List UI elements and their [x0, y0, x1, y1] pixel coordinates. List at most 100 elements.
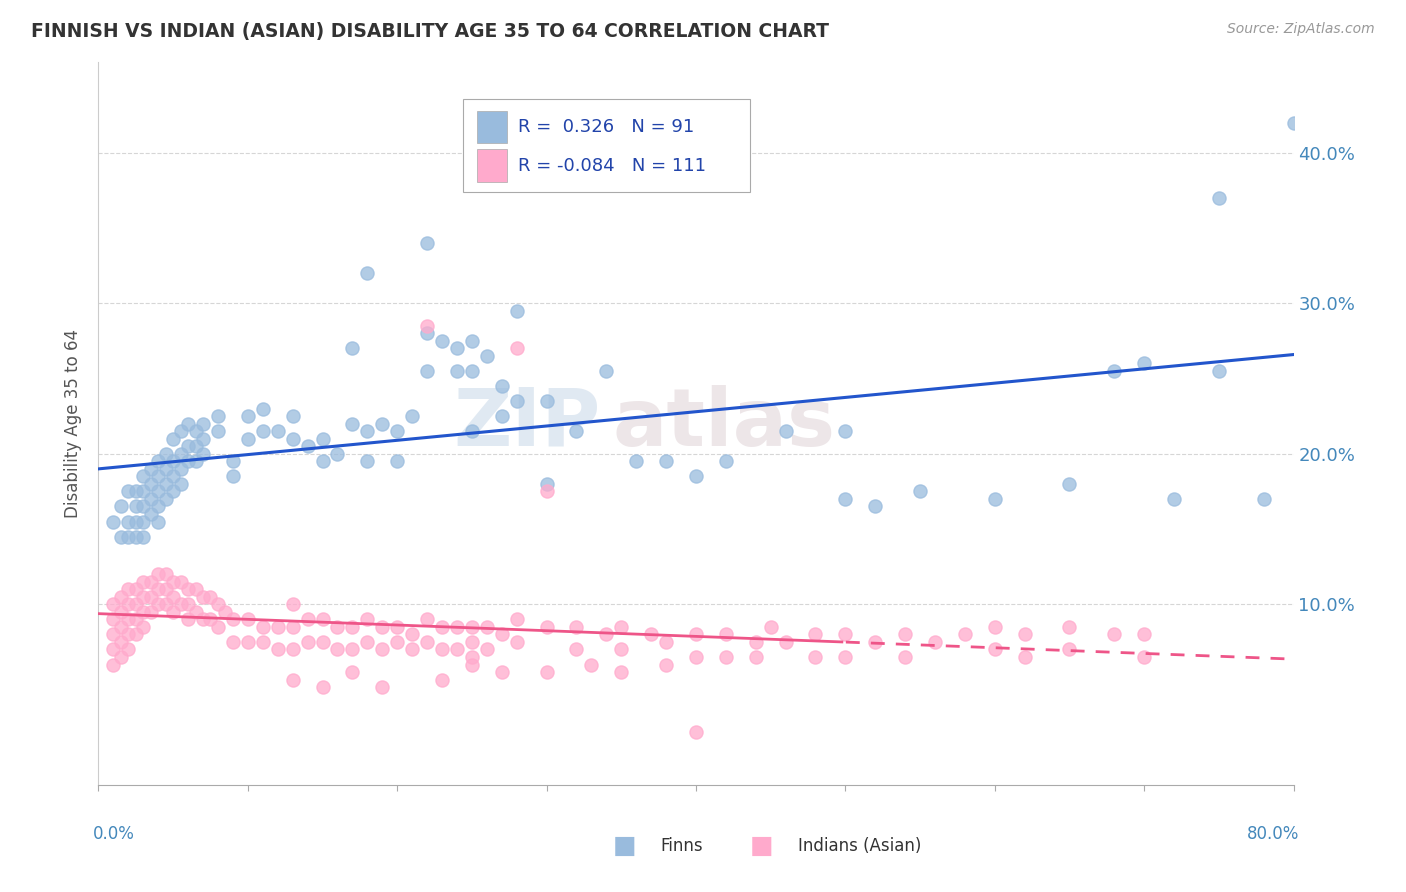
Point	[416, 235, 439, 250]
Point	[125, 515, 148, 529]
Point	[184, 605, 207, 619]
Point	[491, 379, 513, 393]
Point	[1104, 364, 1126, 378]
Point	[162, 590, 184, 604]
Point	[110, 635, 132, 649]
Point	[311, 454, 333, 468]
Point	[430, 673, 453, 687]
Point	[401, 627, 423, 641]
Point	[865, 635, 887, 649]
Point	[267, 424, 290, 438]
Point	[177, 612, 200, 626]
Point	[834, 491, 856, 506]
Point	[491, 409, 513, 424]
Text: 80.0%: 80.0%	[1247, 825, 1299, 843]
Point	[401, 409, 423, 424]
Point	[446, 642, 468, 657]
Point	[125, 530, 148, 544]
Point	[595, 627, 617, 641]
Point	[1208, 364, 1230, 378]
Point	[103, 627, 125, 641]
Point	[184, 424, 207, 438]
Point	[177, 417, 200, 431]
Point	[894, 650, 917, 665]
Point	[714, 650, 737, 665]
Point	[125, 612, 148, 626]
Point	[222, 454, 245, 468]
Point	[207, 424, 229, 438]
Point	[1133, 627, 1156, 641]
Point	[1014, 650, 1036, 665]
Point	[446, 342, 468, 356]
Point	[162, 605, 184, 619]
Point	[236, 432, 259, 446]
Point	[685, 627, 707, 641]
Point	[356, 454, 378, 468]
Point	[461, 334, 484, 348]
Point	[491, 627, 513, 641]
Point	[117, 530, 139, 544]
Point	[401, 642, 423, 657]
Point	[908, 484, 931, 499]
Text: Finns: Finns	[661, 838, 703, 855]
Text: ■: ■	[613, 834, 636, 858]
Point	[117, 598, 139, 612]
Point	[385, 635, 409, 649]
Point	[506, 303, 529, 318]
Point	[148, 500, 170, 514]
Point	[430, 642, 453, 657]
Point	[416, 364, 439, 378]
Point	[326, 620, 349, 634]
Point	[169, 424, 191, 438]
Point	[685, 469, 707, 483]
Point	[222, 612, 245, 626]
Point	[430, 620, 453, 634]
Point	[169, 462, 191, 476]
Point	[506, 342, 529, 356]
Point	[371, 417, 394, 431]
Point	[342, 665, 364, 679]
Point	[191, 590, 214, 604]
Point	[640, 627, 662, 641]
Point	[655, 635, 678, 649]
Point	[342, 642, 364, 657]
Point	[371, 620, 394, 634]
Point	[745, 635, 768, 649]
Point	[117, 642, 139, 657]
Point	[110, 620, 132, 634]
Point	[236, 612, 259, 626]
Point	[155, 476, 177, 491]
Point	[894, 627, 917, 641]
Point	[191, 447, 214, 461]
Point	[132, 484, 155, 499]
Point	[110, 650, 132, 665]
Point	[139, 507, 162, 521]
Text: R =  0.326   N = 91: R = 0.326 N = 91	[517, 119, 695, 136]
Point	[804, 650, 827, 665]
Point	[117, 582, 139, 597]
Point	[775, 424, 797, 438]
Point	[177, 454, 200, 468]
Point	[110, 605, 132, 619]
Point	[356, 424, 378, 438]
Point	[155, 491, 177, 506]
Point	[117, 612, 139, 626]
Point	[132, 500, 155, 514]
Point	[281, 673, 304, 687]
Point	[416, 635, 439, 649]
Point	[536, 665, 558, 679]
Bar	[477, 149, 508, 182]
Point	[162, 469, 184, 483]
Point	[132, 574, 155, 589]
Point	[162, 432, 184, 446]
Point	[281, 642, 304, 657]
Point	[125, 598, 148, 612]
Point	[155, 447, 177, 461]
Point	[385, 620, 409, 634]
Point	[685, 650, 707, 665]
Text: 0.0%: 0.0%	[93, 825, 135, 843]
Point	[191, 432, 214, 446]
Point	[834, 627, 856, 641]
Point	[491, 665, 513, 679]
Point	[506, 612, 529, 626]
